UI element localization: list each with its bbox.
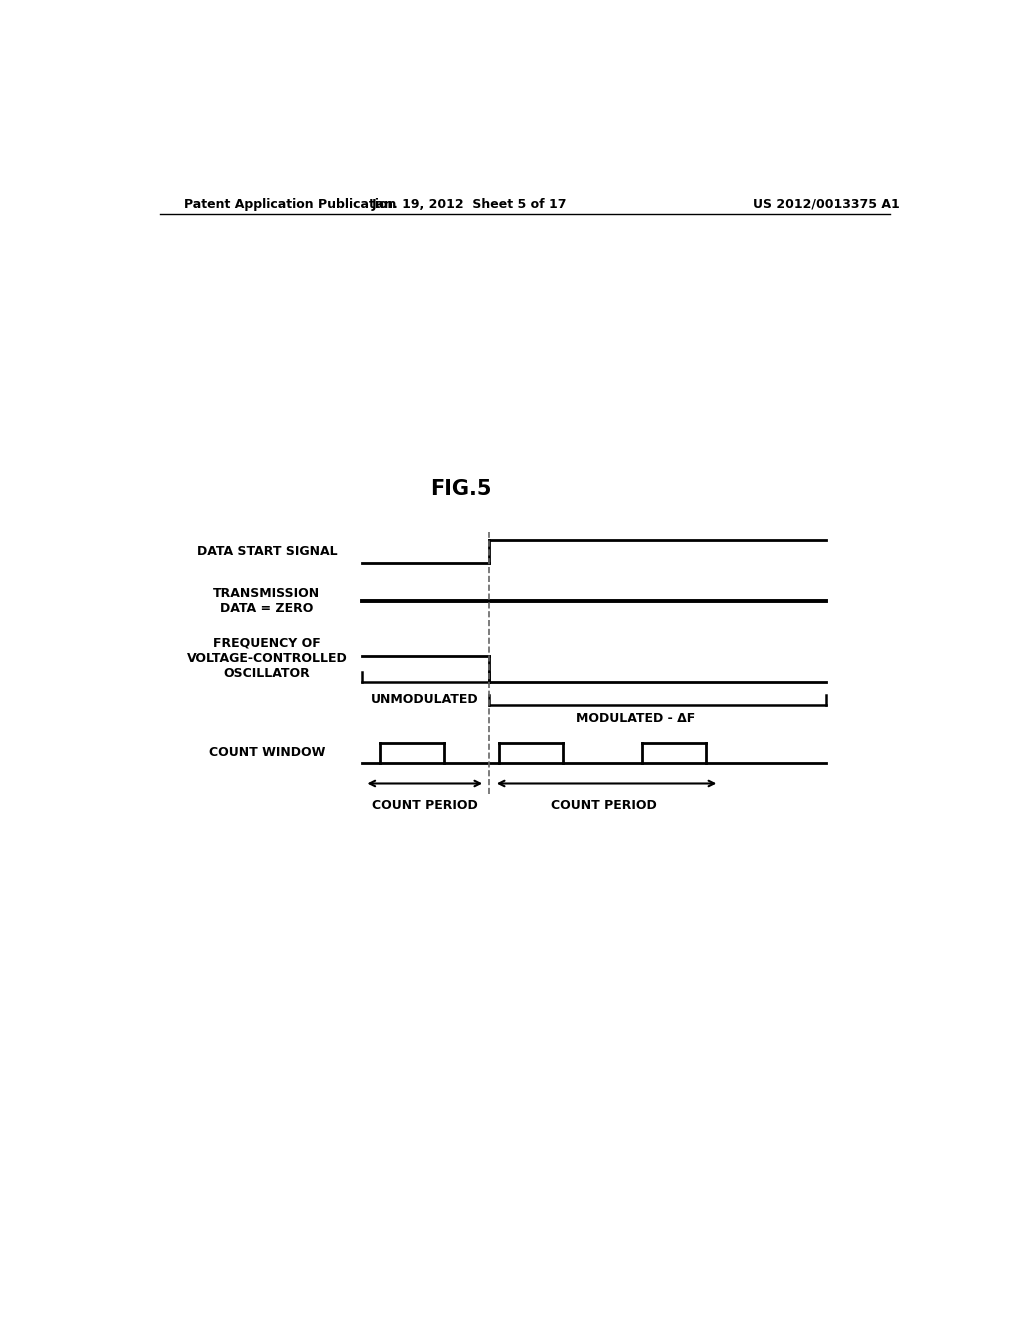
Text: COUNT PERIOD: COUNT PERIOD [372, 799, 477, 812]
Text: MODULATED - ΔF: MODULATED - ΔF [577, 713, 695, 725]
Text: DATA START SIGNAL: DATA START SIGNAL [197, 545, 337, 558]
Text: COUNT WINDOW: COUNT WINDOW [209, 747, 325, 759]
Text: FIG.5: FIG.5 [430, 479, 493, 499]
Text: Jan. 19, 2012  Sheet 5 of 17: Jan. 19, 2012 Sheet 5 of 17 [372, 198, 567, 211]
Text: Patent Application Publication: Patent Application Publication [183, 198, 396, 211]
Text: UNMODULATED: UNMODULATED [371, 693, 478, 706]
Text: US 2012/0013375 A1: US 2012/0013375 A1 [753, 198, 900, 211]
Text: TRANSMISSION
DATA = ZERO: TRANSMISSION DATA = ZERO [213, 586, 321, 615]
Text: COUNT PERIOD: COUNT PERIOD [551, 799, 657, 812]
Text: FREQUENCY OF
VOLTAGE-CONTROLLED
OSCILLATOR: FREQUENCY OF VOLTAGE-CONTROLLED OSCILLAT… [186, 638, 347, 680]
